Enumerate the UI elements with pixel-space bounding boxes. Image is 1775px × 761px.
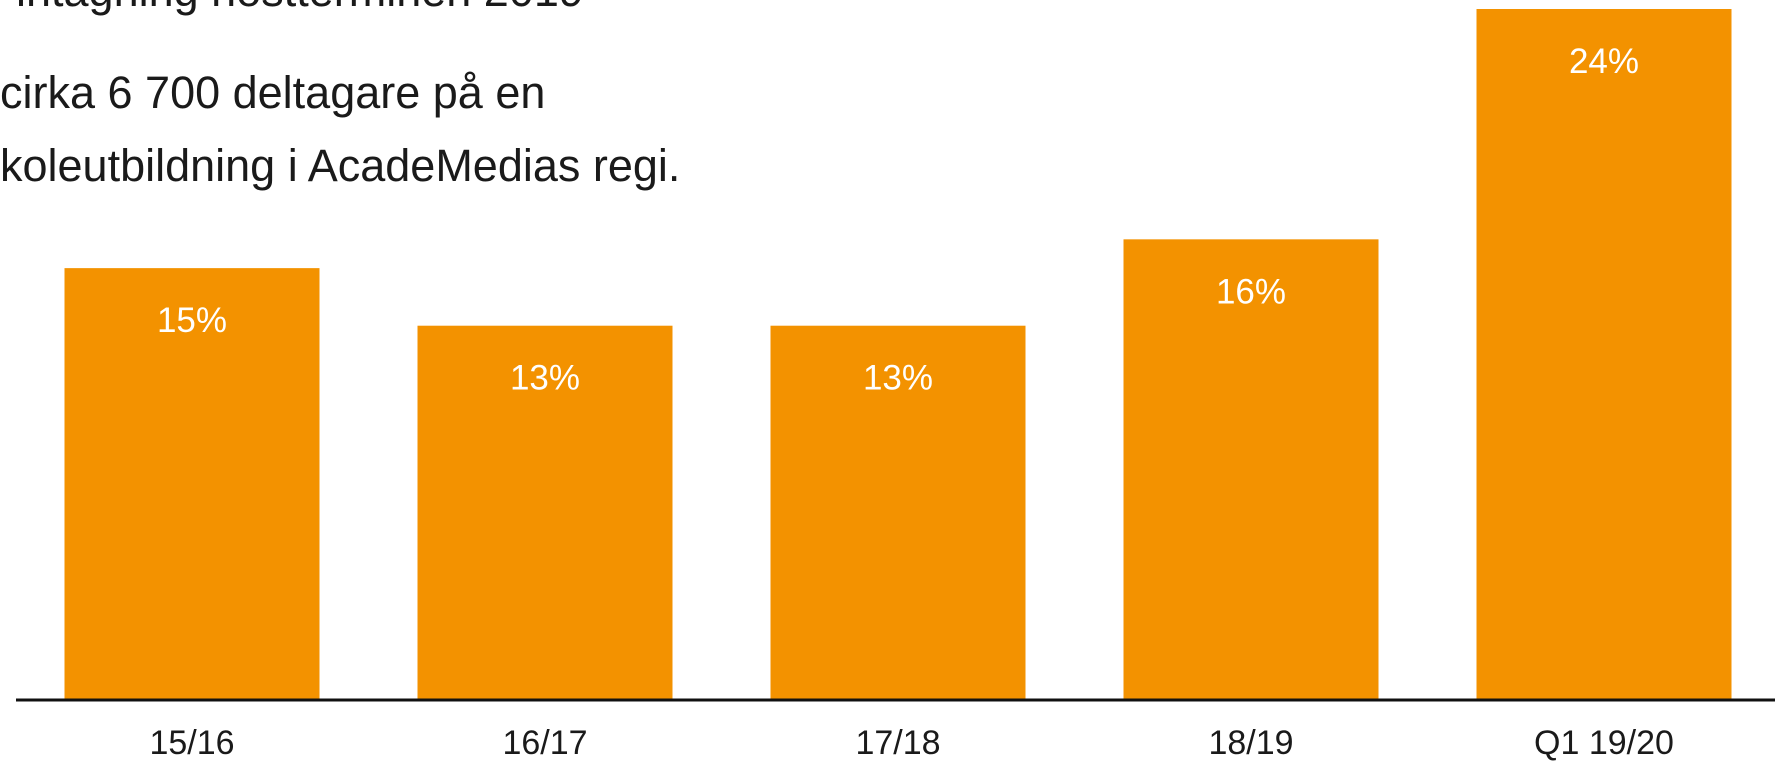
bar (1123, 239, 1379, 701)
bar (1476, 9, 1732, 700)
intro-text: koleutbildning i AcadeMedias regi. (0, 140, 680, 191)
bar (417, 325, 673, 700)
x-tick-label: 17/18 (855, 724, 940, 761)
x-tick-label: 16/17 (502, 724, 587, 761)
bar (64, 268, 320, 700)
intro-text: intagning höstterminen 2019 (16, 0, 584, 16)
x-tick-label: 15/16 (149, 724, 234, 761)
x-tick-label: 18/19 (1208, 724, 1293, 761)
bar (770, 325, 1026, 700)
value-label: 16% (1216, 272, 1286, 311)
intro-text: cirka 6 700 deltagare på en (0, 67, 545, 118)
value-label: 24% (1569, 42, 1639, 81)
value-label: 13% (510, 359, 580, 398)
x-tick-label: Q1 19/20 (1534, 724, 1674, 761)
value-label: 15% (157, 301, 227, 340)
value-label: 13% (863, 359, 933, 398)
